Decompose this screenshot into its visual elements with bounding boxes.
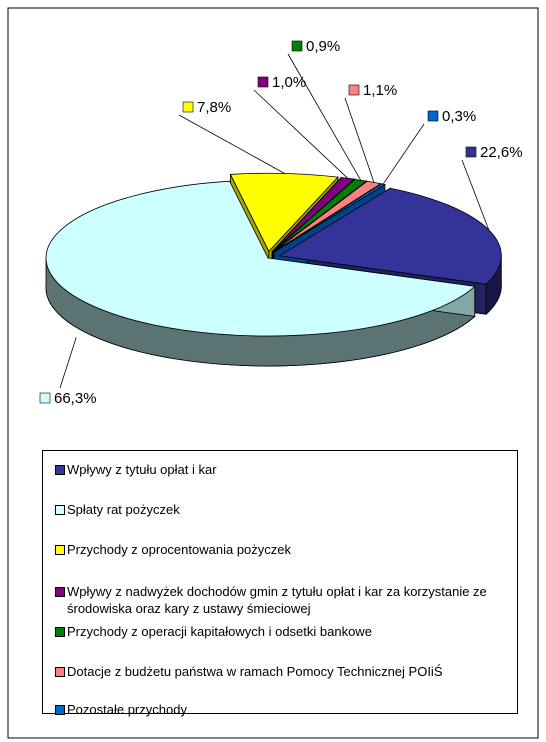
legend-label: Dotacje z budżetu państwa w ramach Pomoc… — [67, 664, 443, 679]
data-label: 0,3% — [442, 108, 476, 125]
legend: Wpływy z tytułu opłat i kar Spłaty rat po… — [42, 450, 518, 717]
legend-label: Przychody z oprocentowania pożyczek — [67, 542, 292, 557]
leader-line — [344, 97, 375, 183]
chart-border — [7, 7, 539, 739]
slice — [272, 178, 368, 253]
legend-key — [55, 465, 65, 475]
legend-entry: Przychody z operacji kapitałowych i odse… — [55, 623, 517, 640]
leader-line — [287, 53, 362, 181]
legend-label: Wpływy z tytułu opłat i kar — [67, 462, 217, 477]
leader-line — [178, 114, 285, 174]
label-key — [291, 40, 303, 52]
legend-key — [55, 627, 65, 637]
legend-label: Przychody z operacji kapitałowych i odse… — [67, 624, 372, 639]
data-label: 1,1% — [363, 82, 397, 99]
slice — [278, 187, 502, 285]
legend-entry: Spłaty rat pożyczek — [55, 501, 517, 518]
legend-key — [55, 587, 65, 597]
label-key — [348, 84, 360, 96]
data-label: 1,0% — [272, 74, 306, 91]
label-key — [182, 101, 194, 113]
label-key — [257, 76, 269, 88]
slice-tops — [45, 172, 502, 337]
slice — [45, 180, 476, 337]
legend-key — [55, 505, 65, 515]
leader-line — [382, 123, 425, 185]
leader-line — [59, 337, 77, 389]
legend-entry: Wpływy z tytułu opłat i kar — [55, 461, 517, 478]
legend-entry: Pozostałe przychody — [55, 701, 517, 718]
legend-label: Spłaty rat pożyczek — [67, 502, 180, 517]
legend-key — [55, 705, 65, 715]
label-key — [427, 110, 439, 122]
data-label: 0,9% — [306, 38, 340, 55]
data-label: 7,8% — [197, 99, 231, 116]
legend-entry: Wpływy z nadwyżek dochodów gmin z tytułu… — [55, 583, 517, 617]
leader-line — [461, 159, 490, 231]
label-key — [465, 146, 477, 158]
slice — [229, 172, 339, 252]
data-label: 66,3% — [54, 390, 97, 407]
label-key — [39, 392, 51, 404]
legend-entry: Dotacje z budżetu państwa w ramach Pomoc… — [55, 663, 517, 680]
data-label: 22,6% — [480, 144, 523, 161]
leader-line — [253, 89, 348, 179]
legend-key — [55, 667, 65, 677]
legend-entry: Przychody z oprocentowania pożyczek — [55, 541, 517, 558]
legend-label: Wpływy z nadwyżek dochodów gmin z tytułu… — [67, 584, 487, 616]
legend-label: Pozostałe przychody — [67, 702, 187, 717]
legend-key — [55, 545, 65, 555]
